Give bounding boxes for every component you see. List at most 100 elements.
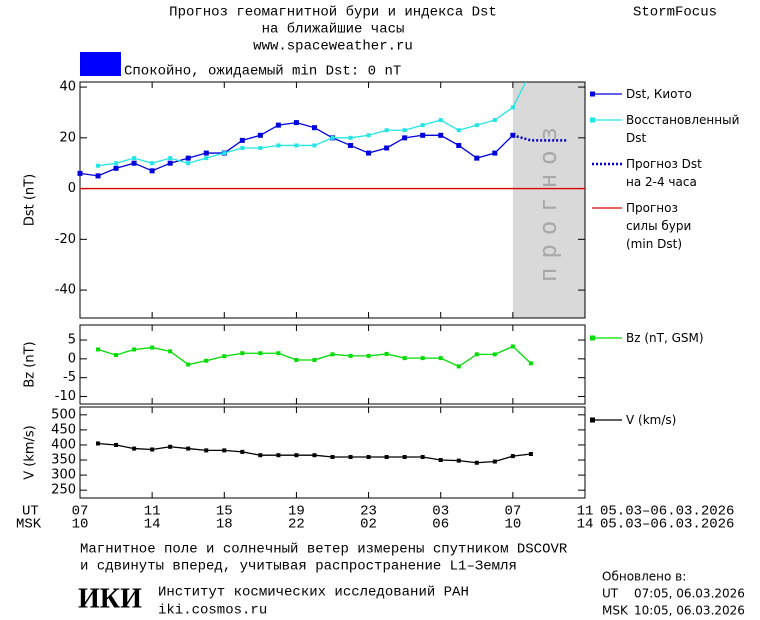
legend-marker bbox=[590, 417, 595, 423]
updated-label: Обновлено в: bbox=[602, 570, 686, 584]
marker bbox=[185, 155, 191, 161]
marker bbox=[420, 356, 425, 361]
y-tick-label: 250 bbox=[51, 483, 76, 498]
marker bbox=[420, 455, 425, 460]
y-tick-label: 500 bbox=[51, 407, 76, 422]
marker bbox=[96, 163, 101, 168]
marker bbox=[167, 160, 173, 166]
marker bbox=[240, 449, 245, 454]
marker bbox=[293, 120, 299, 126]
marker bbox=[276, 143, 281, 148]
marker bbox=[186, 362, 191, 367]
marker bbox=[275, 122, 281, 128]
marker bbox=[456, 128, 461, 133]
x2-tick-label: 14 bbox=[577, 517, 594, 533]
marker bbox=[186, 446, 191, 451]
marker bbox=[330, 352, 335, 357]
y-tick-label: 300 bbox=[51, 468, 76, 483]
frame bbox=[79, 81, 586, 319]
marker bbox=[312, 453, 317, 458]
marker bbox=[384, 455, 389, 460]
marker bbox=[402, 128, 407, 133]
updated-time: 10:05, 06.03.2026 bbox=[634, 604, 745, 618]
x2-tick-label: 14 bbox=[144, 517, 161, 533]
marker bbox=[132, 347, 137, 352]
ut-dates: 05.03–06.03.2026 bbox=[600, 504, 734, 520]
x2-tick-label: 18 bbox=[216, 517, 233, 533]
x-tick-label: 11 bbox=[577, 504, 594, 520]
x-tick-label: 19 bbox=[288, 504, 305, 520]
legend-label: Прогноз силы бури (min Dst) bbox=[626, 201, 691, 251]
x2-tick-label: 06 bbox=[432, 517, 449, 533]
marker bbox=[276, 453, 281, 458]
legend-label: Dst, Киото bbox=[626, 87, 692, 101]
marker bbox=[402, 356, 407, 361]
status-box bbox=[80, 52, 121, 76]
url: www.spaceweather.ru bbox=[253, 39, 413, 55]
marker bbox=[312, 357, 317, 362]
updated-zone: UT bbox=[602, 587, 619, 601]
marker bbox=[150, 161, 155, 166]
marker bbox=[348, 142, 354, 148]
marker bbox=[132, 156, 137, 161]
marker bbox=[203, 150, 209, 156]
marker bbox=[96, 347, 101, 352]
marker bbox=[239, 137, 245, 143]
x-tick-label: 03 bbox=[432, 504, 449, 520]
updated-time: 07:05, 06.03.2026 bbox=[634, 587, 745, 601]
x-tick-label: 07 bbox=[504, 504, 521, 520]
msk-dates: 05.03–06.03.2026 bbox=[600, 517, 734, 533]
marker bbox=[348, 135, 353, 140]
series-line bbox=[97, 442, 531, 464]
note-line: и сдвинуты вперед, учитывая распростране… bbox=[80, 559, 517, 575]
ut-label: UT bbox=[22, 504, 39, 520]
marker bbox=[168, 349, 173, 354]
legend-label: Прогноз Dst на 2-4 часа bbox=[626, 157, 702, 189]
marker bbox=[204, 448, 209, 453]
marker bbox=[384, 128, 389, 133]
marker bbox=[186, 161, 191, 166]
x2-tick-label: 10 bbox=[72, 517, 89, 533]
marker bbox=[77, 170, 83, 176]
marker bbox=[528, 361, 533, 366]
marker bbox=[492, 459, 497, 464]
marker bbox=[348, 353, 353, 358]
forecast-region bbox=[512, 82, 585, 318]
y-tick-label: 450 bbox=[51, 422, 76, 437]
marker bbox=[96, 441, 101, 446]
marker bbox=[366, 353, 371, 358]
marker bbox=[420, 132, 426, 138]
marker bbox=[420, 123, 425, 128]
marker bbox=[438, 118, 443, 123]
y-tick-label: -20 bbox=[55, 232, 76, 247]
series-line bbox=[512, 134, 567, 142]
y-axis-label: V (km/s) bbox=[23, 425, 38, 480]
frame bbox=[79, 324, 586, 405]
marker bbox=[492, 352, 497, 357]
marker bbox=[114, 353, 119, 358]
marker bbox=[492, 118, 497, 123]
marker bbox=[168, 444, 173, 449]
marker bbox=[222, 448, 227, 453]
marker bbox=[240, 351, 245, 356]
marker bbox=[528, 452, 533, 457]
title: Прогноз геомагнитной бури и индекса Dst bbox=[169, 4, 497, 21]
y-tick-label: 400 bbox=[51, 437, 76, 452]
marker bbox=[456, 364, 461, 369]
marker bbox=[131, 160, 137, 166]
legend-label: Восстановленный Dst bbox=[626, 113, 739, 145]
marker bbox=[149, 168, 155, 174]
marker bbox=[276, 351, 281, 356]
msk-label: MSK bbox=[16, 517, 42, 533]
x2-tick-label: 02 bbox=[360, 517, 377, 533]
status-text: Спокойно, ожидаемый min Dst: 0 nT bbox=[124, 63, 401, 80]
x2-tick-label: 10 bbox=[504, 517, 521, 533]
marker bbox=[311, 125, 317, 131]
marker bbox=[168, 156, 173, 161]
marker bbox=[366, 150, 372, 156]
brand: StormFocus bbox=[633, 5, 717, 21]
y-tick-label: 350 bbox=[51, 453, 76, 468]
marker bbox=[240, 145, 245, 150]
marker bbox=[294, 143, 299, 148]
y-tick-label: 20 bbox=[59, 130, 76, 145]
